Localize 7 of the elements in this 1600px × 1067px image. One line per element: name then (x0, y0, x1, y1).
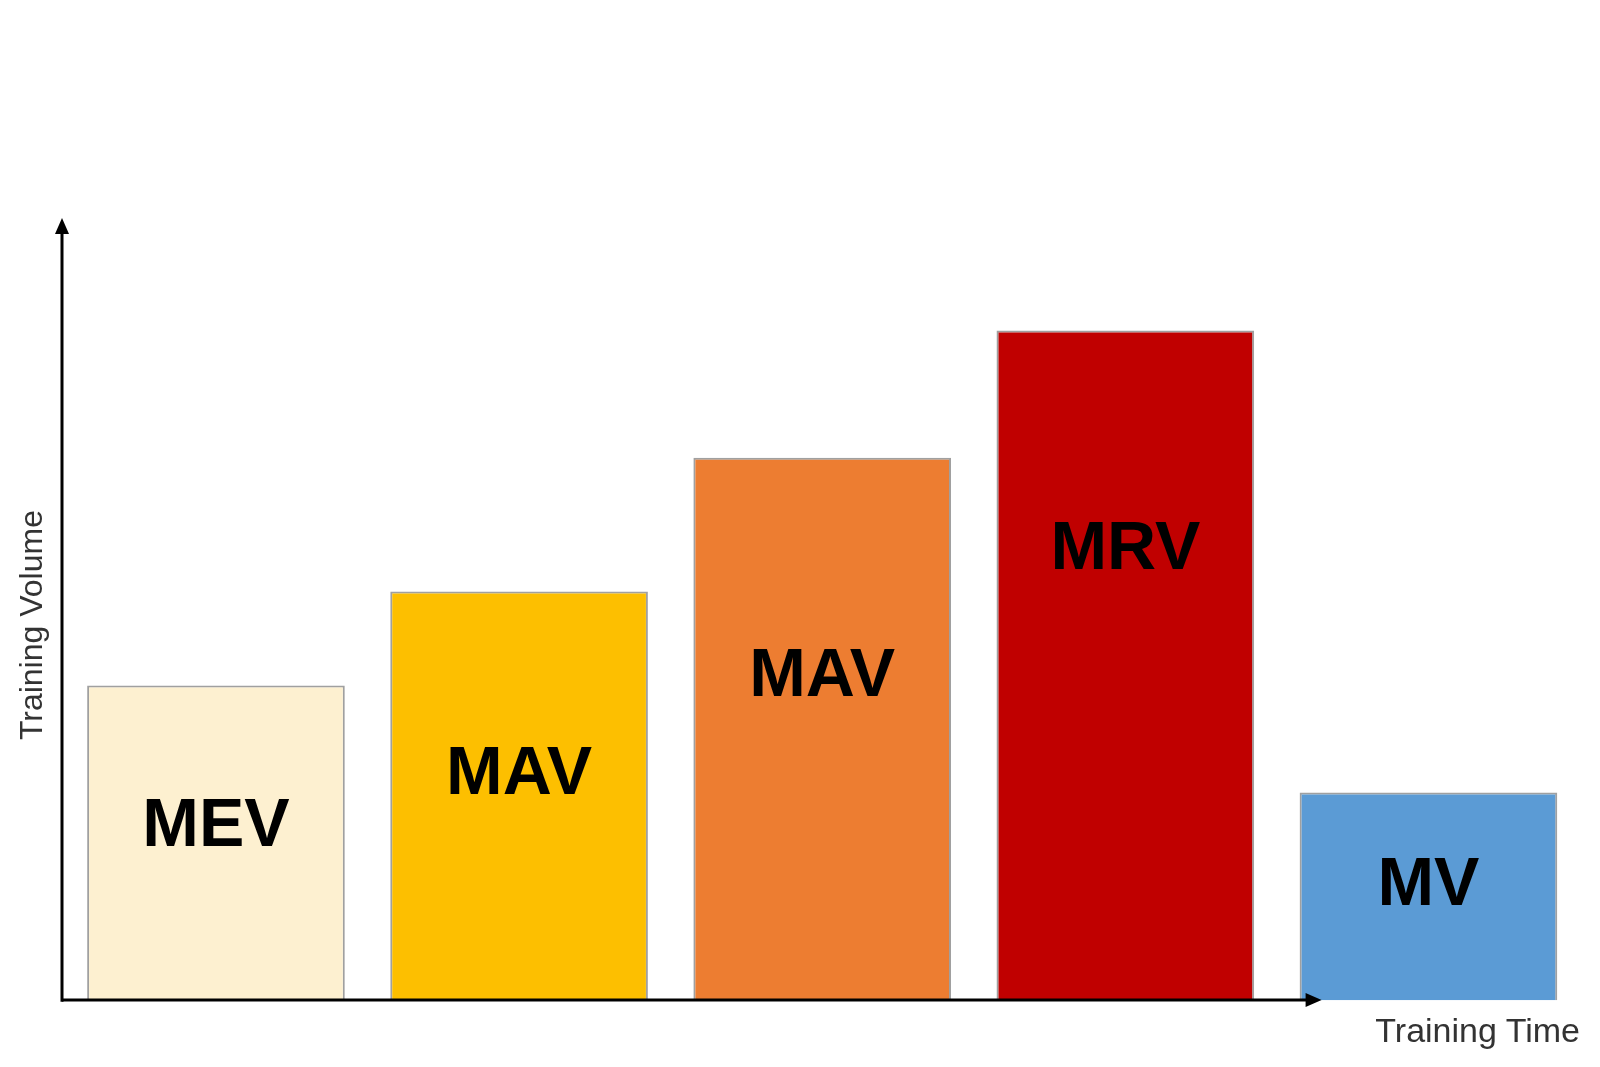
y-axis-title: Training Volume (13, 510, 50, 741)
x-tick-label: MAV (446, 732, 593, 809)
x-axis-title: Training Time (1375, 1010, 1580, 1049)
x-tick-label: MEV (142, 783, 290, 860)
x-tick-label: MRV (1050, 507, 1201, 584)
x-tick-label: MV (1377, 842, 1480, 919)
x-tick-label: MAV (749, 634, 896, 711)
